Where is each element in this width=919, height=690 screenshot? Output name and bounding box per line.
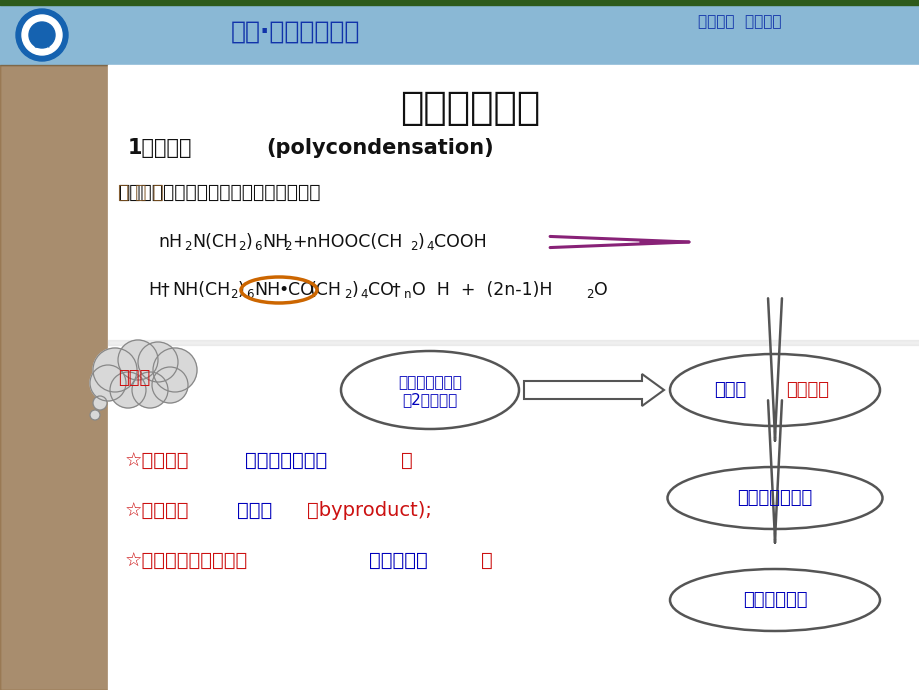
Text: COOH: COOH (434, 233, 486, 251)
Text: ☆有低分子: ☆有低分子 (125, 500, 189, 520)
Text: •: • (278, 281, 288, 299)
Text: 特征结构官能团: 特征结构官能团 (244, 451, 327, 469)
Text: （byproduct);: （byproduct); (307, 500, 431, 520)
Text: †: † (161, 281, 170, 299)
Text: CO: CO (288, 281, 313, 299)
Text: 1、定义：: 1、定义： (128, 138, 192, 158)
Text: 单体之间经多次缩合形成聚合物的反应。: 单体之间经多次缩合形成聚合物的反应。 (118, 182, 320, 201)
Text: 2: 2 (230, 288, 237, 302)
Text: 逐步形成大分子: 逐步形成大分子 (736, 489, 811, 507)
Text: O  H  +  (2n-1)H: O H + (2n-1)H (412, 281, 552, 299)
Text: 北京·中国地质大学: 北京·中国地质大学 (230, 20, 359, 44)
Text: NH(CH: NH(CH (172, 281, 230, 299)
Text: 6: 6 (245, 288, 254, 302)
Text: 艰苦朴素  求真务实: 艰苦朴素 求真务实 (698, 14, 781, 30)
Text: H: H (148, 281, 161, 299)
Text: (polycondensation): (polycondensation) (266, 138, 494, 158)
Text: ): ) (417, 233, 425, 251)
Circle shape (22, 15, 62, 55)
Circle shape (138, 342, 177, 382)
Text: ): ) (238, 281, 244, 299)
Circle shape (118, 340, 158, 380)
Text: 2: 2 (238, 241, 245, 253)
Circle shape (93, 348, 137, 392)
Ellipse shape (667, 467, 881, 529)
Text: 2: 2 (284, 241, 291, 253)
Ellipse shape (669, 354, 879, 426)
Text: 副产物: 副产物 (237, 500, 272, 520)
Text: 单 能 之: 单 能 之 (118, 182, 164, 201)
Text: 2: 2 (344, 288, 351, 302)
Text: ；: ； (401, 451, 413, 469)
Text: 4: 4 (359, 288, 367, 302)
Text: Chin: Chin (33, 41, 51, 50)
Circle shape (90, 365, 126, 401)
Circle shape (29, 22, 55, 48)
Text: (CH: (CH (310, 281, 342, 299)
Text: 特征基团: 特征基团 (785, 381, 828, 399)
Text: 2: 2 (184, 241, 191, 253)
Text: 2: 2 (410, 241, 417, 253)
Text: NH: NH (254, 281, 280, 299)
Text: NH: NH (262, 233, 288, 251)
Text: 低分子副产物: 低分子副产物 (742, 591, 806, 609)
Ellipse shape (341, 351, 518, 429)
Circle shape (152, 367, 187, 403)
Text: 。: 。 (481, 551, 493, 569)
Text: +nHOOC(CH: +nHOOC(CH (291, 233, 402, 251)
Circle shape (110, 372, 146, 408)
Text: 特点：: 特点： (118, 369, 150, 387)
Text: O: O (594, 281, 607, 299)
Text: N(CH: N(CH (192, 233, 237, 251)
Text: 一、缩聚反应: 一、缩聚反应 (400, 89, 539, 127)
FancyArrow shape (524, 374, 664, 406)
Text: 不成整数倍: 不成整数倍 (369, 551, 427, 569)
Circle shape (90, 410, 100, 420)
Ellipse shape (669, 569, 879, 631)
Circle shape (16, 9, 68, 61)
Text: 4: 4 (425, 241, 433, 253)
Text: 2: 2 (585, 288, 593, 302)
Text: ☆缩聚物和单体分子量: ☆缩聚物和单体分子量 (125, 551, 248, 569)
Text: ): ) (352, 281, 358, 299)
Text: CO: CO (368, 281, 393, 299)
Text: †: † (391, 281, 401, 299)
Circle shape (131, 372, 168, 408)
Text: 产物有: 产物有 (713, 381, 745, 399)
Text: nH: nH (158, 233, 182, 251)
Text: n: n (403, 288, 411, 302)
Text: 6: 6 (254, 241, 261, 253)
Circle shape (153, 348, 197, 392)
Text: （2官能度）: （2官能度） (402, 393, 457, 408)
Text: ): ) (245, 233, 253, 251)
Circle shape (93, 396, 107, 410)
Text: 官能团间的反应: 官能团间的反应 (398, 375, 461, 391)
Text: ☆缩聚物有: ☆缩聚物有 (125, 451, 189, 469)
